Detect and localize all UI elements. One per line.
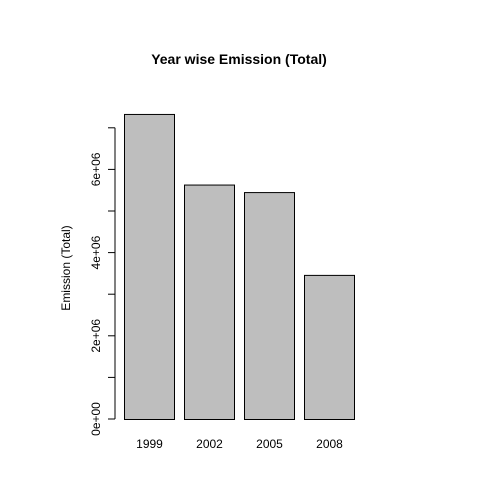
bar-2002 <box>184 184 235 420</box>
bars-group <box>124 113 355 420</box>
x-tick-label: 2002 <box>196 437 223 451</box>
y-tick-label: 6e+06 <box>89 152 103 186</box>
chart-title: Year wise Emission (Total) <box>151 51 327 67</box>
y-tick-label: 2e+06 <box>89 319 103 353</box>
bar-2008 <box>304 274 355 420</box>
x-tick-label: 1999 <box>136 437 163 451</box>
bar-1999 <box>124 113 175 420</box>
y-axis: 0e+00 2e+06 4e+06 6e+06 <box>89 127 116 436</box>
y-axis-label: Emission (Total) <box>59 225 73 310</box>
y-tick-label: 4e+06 <box>89 235 103 269</box>
x-tick-label: 2005 <box>256 437 283 451</box>
x-tick-label: 2008 <box>316 437 343 451</box>
y-tick-label: 0e+00 <box>89 402 103 436</box>
x-tick-labels: 1999 2002 2005 2008 <box>136 437 343 451</box>
bar-2005 <box>244 192 295 420</box>
